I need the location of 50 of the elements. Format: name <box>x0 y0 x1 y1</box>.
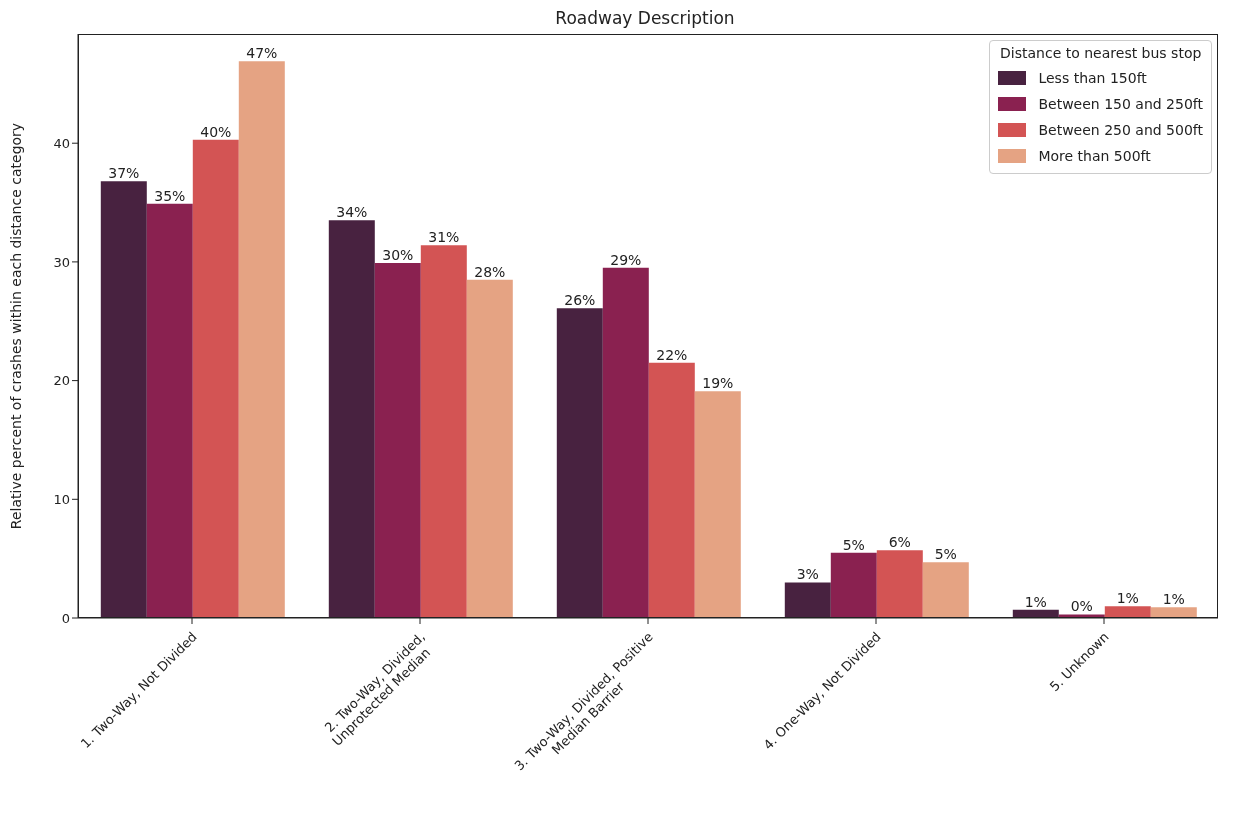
bar <box>1104 606 1151 618</box>
legend-title: Distance to nearest bus stop <box>999 45 1203 61</box>
bar <box>830 552 877 618</box>
data-label: 6% <box>888 534 911 551</box>
y-tick-label: 10 <box>53 491 70 507</box>
data-label: 37% <box>108 165 140 182</box>
bar <box>602 267 649 618</box>
data-label: 19% <box>702 375 734 392</box>
data-label: 35% <box>154 187 186 204</box>
data-label: 26% <box>564 292 596 309</box>
bar <box>556 308 603 618</box>
data-label: 28% <box>474 263 506 280</box>
data-label: 29% <box>610 251 642 268</box>
data-label: 5% <box>934 546 957 563</box>
y-tick-label: 40 <box>53 135 70 151</box>
bar <box>876 550 923 618</box>
y-tick-label: 0 <box>61 610 70 626</box>
data-label: 1% <box>1024 593 1047 610</box>
y-axis-title: Relative percent of crashes within each distance category <box>7 122 24 530</box>
data-label: 1% <box>1116 590 1139 607</box>
bar <box>100 181 147 618</box>
y-tick-label: 20 <box>53 373 70 389</box>
chart-title: Roadway Description <box>554 8 736 28</box>
bar <box>466 279 513 618</box>
y-tick-label: 30 <box>53 254 70 270</box>
bar <box>922 562 969 618</box>
bar <box>784 582 831 618</box>
data-label: 5% <box>842 536 865 553</box>
data-label: 0% <box>1070 598 1093 615</box>
legend-label: Less than 150ft <box>1038 70 1147 86</box>
bar <box>238 61 285 618</box>
bar <box>648 362 695 618</box>
legend-label: More than 500ft <box>1038 148 1151 164</box>
data-label: 47% <box>246 45 278 62</box>
bar <box>420 245 467 618</box>
legend-label: Between 250 and 500ft <box>1038 122 1203 138</box>
bar <box>146 203 193 618</box>
bar <box>328 220 375 618</box>
bar <box>192 139 239 618</box>
bar <box>694 391 741 618</box>
data-label: 1% <box>1162 591 1185 608</box>
data-label: 22% <box>656 346 688 363</box>
bar <box>1150 607 1197 618</box>
data-label: 40% <box>200 123 232 140</box>
data-label: 34% <box>336 204 368 221</box>
bar <box>374 263 421 618</box>
data-label: 31% <box>428 229 460 246</box>
data-label: 30% <box>382 247 414 264</box>
data-label: 3% <box>796 566 819 583</box>
legend-label: Between 150 and 250ft <box>1038 96 1203 112</box>
